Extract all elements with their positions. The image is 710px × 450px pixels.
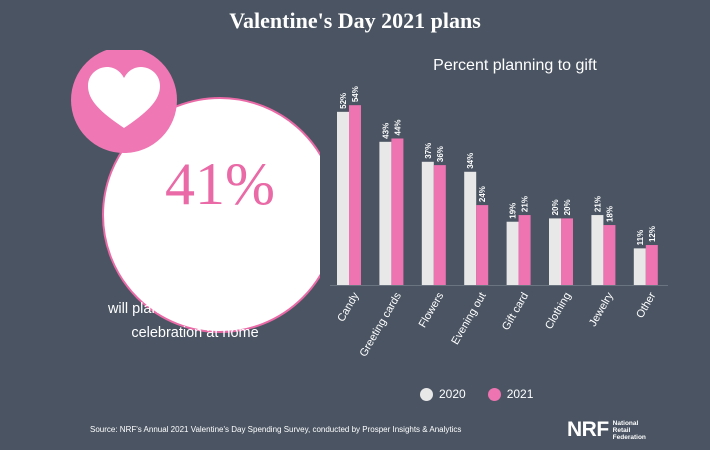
data-label-2020-gift-card: 19% (509, 203, 518, 219)
bar-2020-gift-card (506, 221, 519, 285)
data-label-2020-other: 11% (636, 230, 645, 246)
category-label-gift-card: Gift card (500, 291, 531, 333)
dinner-infographic: 41% (60, 50, 320, 350)
bar-2020-greeting-cards (379, 141, 392, 285)
data-label-2021-flowers: 36% (436, 146, 445, 162)
bar-2020-evening-out (464, 171, 477, 285)
chart-title: Percent planning to gift (433, 57, 597, 74)
nrf-logo-line3: Federation (612, 433, 646, 441)
dinner-caption-line2: celebration at home (131, 325, 259, 341)
bar-2021-evening-out (476, 205, 489, 285)
data-label-2021-jewelry: 18% (605, 206, 614, 222)
infographic-graphic (71, 50, 320, 333)
data-label-2021-clothing: 20% (563, 199, 572, 215)
bar-2020-other (633, 248, 646, 285)
data-label-2021-greeting-cards: 44% (393, 119, 402, 135)
bar-2021-flowers (433, 165, 446, 285)
category-label-candy: Candy (335, 290, 362, 324)
category-label-greeting-cards: Greeting cards (358, 290, 405, 359)
bar-2020-jewelry (591, 215, 604, 285)
page-title: Valentine's Day 2021 plans (229, 8, 481, 33)
nrf-logo-line1: National (612, 419, 639, 427)
dinner-caption-line1: will plan a special dinner or (107, 301, 283, 317)
category-label-clothing: Clothing (543, 291, 574, 332)
legend-label-2020: 2020 (439, 387, 466, 401)
data-label-2021-candy: 54% (351, 86, 360, 102)
bar-2021-gift-card (518, 215, 531, 285)
category-label-evening-out: Evening out (449, 291, 488, 347)
data-label-2021-evening-out: 24% (478, 186, 487, 202)
bar-2020-flowers (421, 161, 434, 285)
data-label-2020-greeting-cards: 43% (381, 123, 390, 139)
legend-swatch-2020 (420, 387, 433, 401)
data-label-2020-flowers: 37% (424, 143, 433, 159)
bar-2021-candy (349, 105, 361, 286)
bar-2021-other (645, 245, 658, 285)
category-label-flowers: Flowers (417, 290, 447, 330)
data-label-2020-jewelry: 21% (593, 196, 602, 212)
nrf-logo-line2: Retail (612, 426, 631, 434)
dinner-caption: will plan a special dinner or celebratio… (75, 297, 315, 345)
source-note: Source: NRF's Annual 2021 Valentine's Da… (90, 425, 462, 434)
heart-icon (88, 67, 160, 128)
bar-2020-candy (337, 111, 349, 285)
nrf-logo-mark: NRF (567, 418, 609, 441)
bar-2021-clothing (561, 218, 573, 285)
category-label-other: Other (634, 290, 658, 320)
legend-label-2021: 2021 (506, 387, 534, 401)
data-label-2020-evening-out: 34% (466, 153, 475, 169)
bar-2020-clothing (549, 218, 561, 285)
dinner-percent: 41% (165, 151, 275, 217)
legend-item-2021: 2021 (487, 387, 534, 401)
data-label-2021-gift-card: 21% (521, 196, 530, 212)
data-label-2021-other: 12% (648, 226, 657, 242)
bar-2021-greeting-cards (391, 138, 404, 285)
chart-legend: 2020 2021 (420, 384, 555, 404)
bar-2021-jewelry (603, 225, 616, 285)
legend-item-2020: 2020 (420, 387, 466, 401)
nrf-logo-words: National Retail Federation (613, 420, 646, 441)
data-label-2020-candy: 52% (339, 93, 348, 109)
data-label-2020-clothing: 20% (551, 199, 560, 215)
big-white-circle (102, 97, 320, 333)
category-label-jewelry: Jewelry (587, 290, 616, 329)
legend-swatch-2021 (487, 387, 501, 401)
nrf-logo: NRF National Retail Federation (567, 418, 646, 442)
